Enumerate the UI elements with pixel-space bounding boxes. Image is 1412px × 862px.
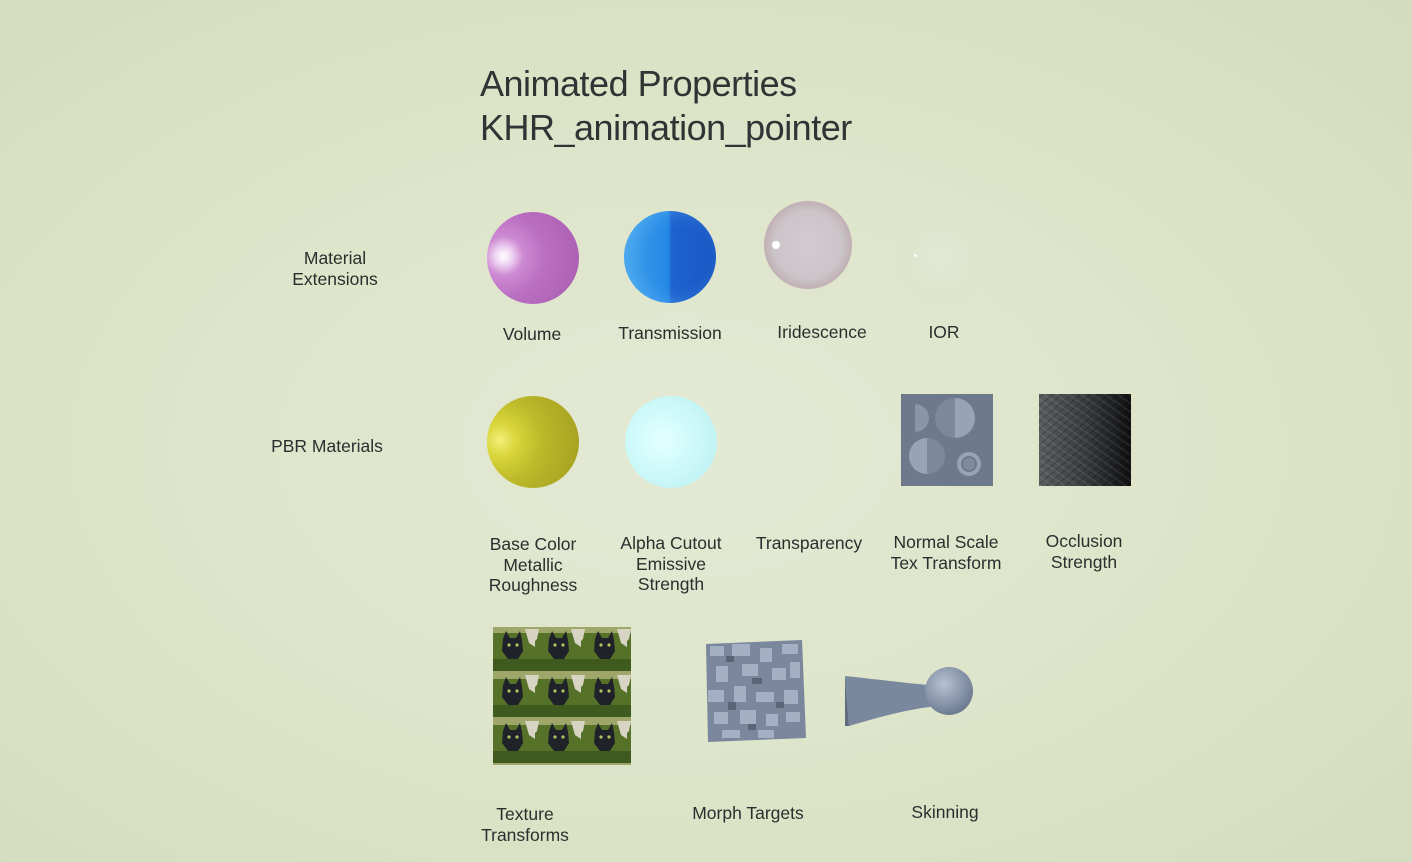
morph-targets-label: Morph Targets — [692, 803, 804, 823]
normal-scale-label: Normal Scale Tex Transform — [890, 532, 1002, 573]
texture-transforms-tile[interactable] — [493, 627, 631, 765]
row-label-pbr-materials: PBR Materials — [271, 436, 383, 456]
iridescence-label: Iridescence — [777, 322, 867, 342]
morph-cube-shape — [706, 640, 806, 742]
transparency-object[interactable] — [762, 396, 854, 488]
base-color-label: Base Color Metallic Roughness — [488, 534, 578, 595]
title-line-2: KHR_animation_pointer — [480, 107, 852, 148]
normal-map-shapes — [909, 398, 981, 476]
skinning-label: Skinning — [911, 802, 979, 822]
volume-label: Volume — [502, 324, 562, 344]
title-line-1: Animated Properties — [480, 63, 797, 104]
alpha-cutout-sphere[interactable] — [625, 396, 717, 488]
skinning-object[interactable] — [843, 666, 975, 728]
row-label-material-extensions: Material Extensions — [292, 248, 378, 289]
normal-scale-tile[interactable] — [901, 394, 993, 486]
occlusion-tile[interactable] — [1039, 394, 1131, 486]
transparency-label: Transparency — [755, 533, 863, 553]
base-color-sphere[interactable] — [487, 396, 579, 488]
ior-label: IOR — [928, 322, 960, 342]
morph-targets-object[interactable] — [702, 638, 808, 744]
transmission-label: Transmission — [618, 323, 722, 343]
cat-pattern — [493, 627, 631, 765]
page-title: Animated Properties KHR_animation_pointe… — [480, 62, 852, 150]
skinning-shape — [845, 667, 973, 726]
ior-highlight — [914, 254, 917, 257]
alpha-cutout-label: Alpha Cutout Emissive Strength — [620, 533, 722, 594]
transmission-sphere[interactable] — [624, 211, 716, 303]
volume-sphere[interactable] — [487, 212, 579, 304]
occlusion-label: Occlusion Strength — [1045, 531, 1123, 572]
iridescence-highlight — [772, 241, 780, 249]
texture-transforms-label: Texture Transforms — [481, 804, 569, 845]
ior-sphere[interactable] — [897, 210, 989, 302]
